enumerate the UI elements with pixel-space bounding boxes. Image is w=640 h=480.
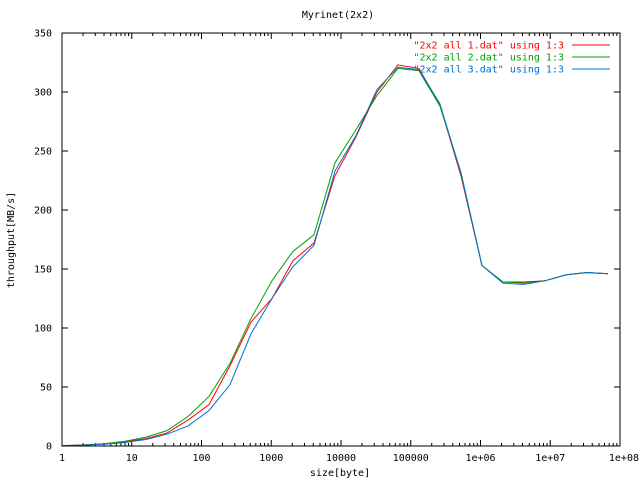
chart-title: Myrinet(2x2) (302, 10, 374, 21)
plot-frame (61, 32, 621, 447)
legend-label-1: "2x2 all 1.dat" using 1:3 (413, 41, 564, 52)
series-line-2 (61, 67, 608, 447)
x-tick-label-8: 1e+08 (609, 453, 639, 464)
x-tick-label-2: 100 (192, 453, 210, 464)
legend-label-2: "2x2 all 2.dat" using 1:3 (413, 53, 564, 64)
y-tick-label-3: 150 (34, 265, 52, 276)
x-tick-label-7: 1e+07 (535, 453, 565, 464)
series-line-3 (61, 66, 608, 447)
y-tick-label-6: 300 (34, 88, 52, 99)
y-tick-label-4: 200 (34, 206, 52, 217)
y-tick-label-1: 50 (40, 383, 52, 394)
x-tick-label-4: 10000 (326, 453, 356, 464)
legend-label-3: "2x2 all 3.dat" using 1:3 (413, 65, 564, 76)
x-tick-label-0: 1 (59, 453, 65, 464)
y-axis-label: throughput[MB/s] (6, 192, 17, 288)
x-tick-label-5: 100000 (393, 453, 429, 464)
x-axis-label: size[byte] (310, 468, 370, 479)
x-tick-label-1: 10 (126, 453, 138, 464)
y-tick-label-5: 250 (34, 147, 52, 158)
legend: "2x2 all 1.dat" using 1:3"2x2 all 2.dat"… (413, 41, 610, 76)
y-tick-label-0: 0 (46, 442, 52, 453)
series-line-1 (61, 64, 608, 447)
x-tick-label-6: 1e+06 (465, 453, 495, 464)
y-tick-label-2: 100 (34, 324, 52, 335)
y-tick-label-7: 350 (34, 29, 52, 40)
series-group (61, 64, 608, 447)
x-tick-label-3: 1000 (259, 453, 283, 464)
